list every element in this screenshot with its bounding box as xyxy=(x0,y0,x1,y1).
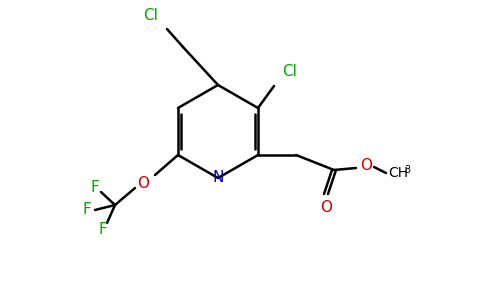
Text: F: F xyxy=(91,179,99,194)
Text: Cl: Cl xyxy=(283,64,298,80)
Text: F: F xyxy=(99,223,107,238)
Text: Cl: Cl xyxy=(144,8,158,22)
Text: N: N xyxy=(212,170,224,185)
Text: O: O xyxy=(137,176,149,190)
Text: 3: 3 xyxy=(404,165,410,175)
Text: O: O xyxy=(360,158,372,172)
Text: CH: CH xyxy=(388,166,408,180)
Text: F: F xyxy=(83,202,91,217)
Text: O: O xyxy=(320,200,332,214)
